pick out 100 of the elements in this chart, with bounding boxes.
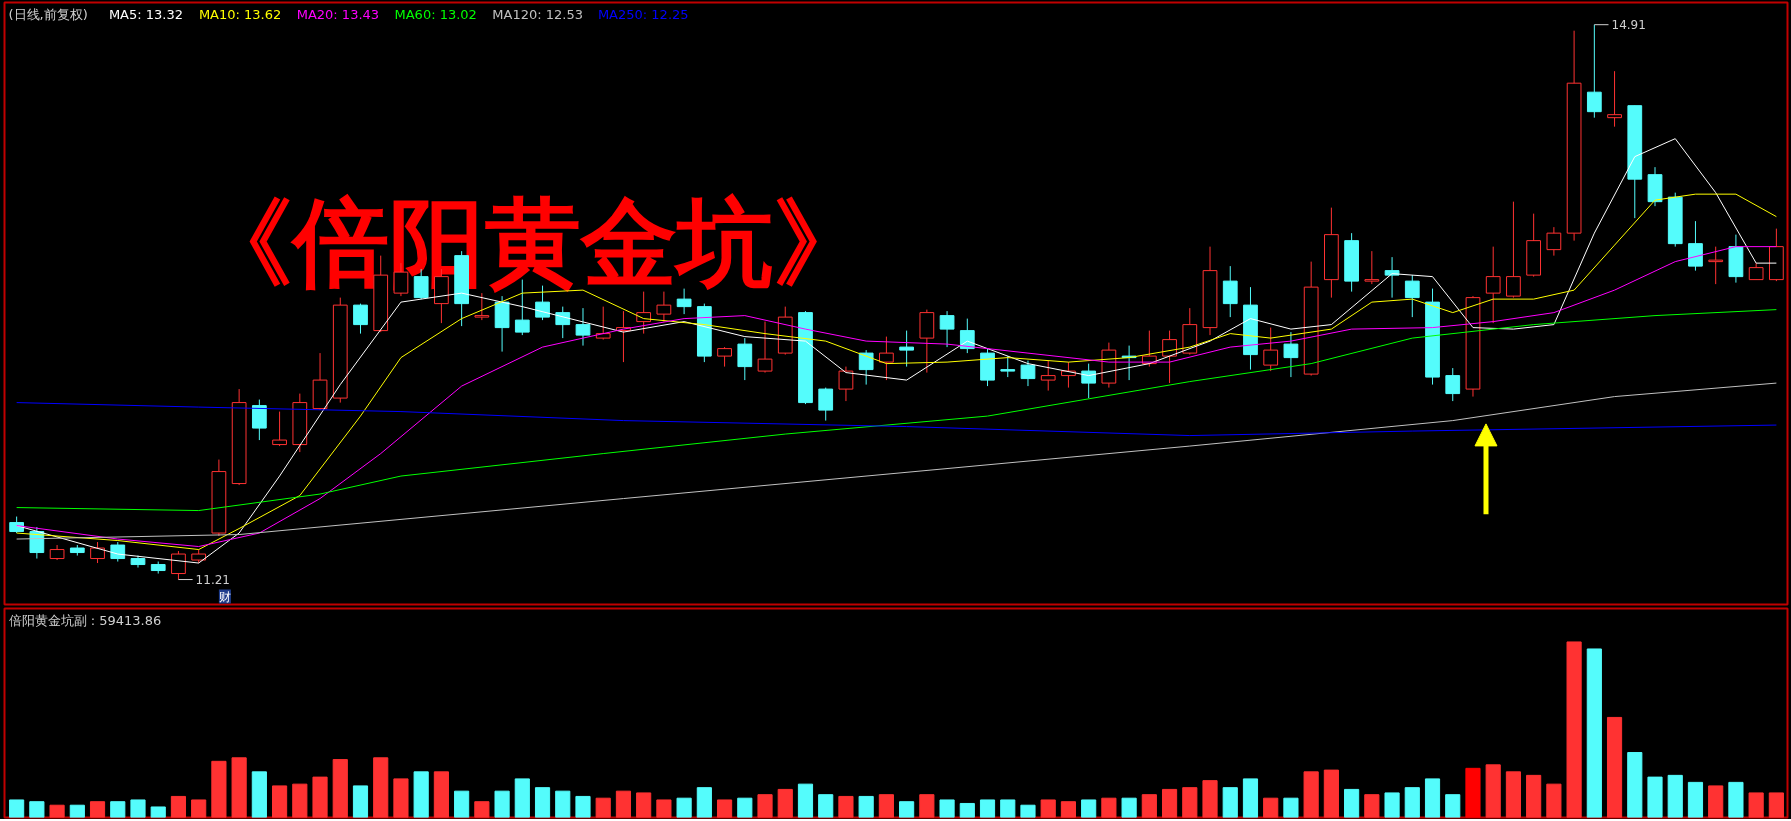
- candlestick: [1263, 327, 1279, 372]
- bar: [514, 778, 530, 818]
- bar: [1647, 776, 1663, 818]
- candlestick: [1364, 250, 1380, 285]
- bar: [1546, 783, 1562, 818]
- bar: [636, 792, 652, 818]
- bar: [1465, 767, 1481, 818]
- candlestick: [676, 288, 692, 315]
- bar: [757, 794, 773, 818]
- candlestick: [353, 303, 368, 335]
- candlestick: [939, 310, 955, 348]
- bar: [1283, 797, 1299, 818]
- annotation: 11.21: [195, 573, 230, 588]
- bar: [413, 771, 429, 818]
- bar: [393, 778, 409, 818]
- bar: [110, 801, 126, 818]
- bar: [1040, 799, 1056, 818]
- bar: [1081, 799, 1097, 818]
- text: MA5: 13.32: [108, 6, 184, 22]
- bar: [49, 804, 65, 818]
- bar: [29, 801, 45, 818]
- candlestick: [1404, 274, 1420, 318]
- bar: [777, 788, 793, 818]
- bar: [251, 771, 267, 818]
- text: MA120: 12.53: [492, 6, 583, 22]
- bar: [130, 799, 146, 818]
- candlestick: [757, 321, 773, 374]
- bar: [1566, 641, 1582, 818]
- bar: [1020, 804, 1036, 818]
- chart-title: 倍阳黄金坑副 : 59413.86: [8, 612, 162, 628]
- bar: [1505, 771, 1522, 818]
- bar: [1526, 774, 1542, 818]
- bar: [1687, 781, 1704, 818]
- bar: [797, 783, 814, 818]
- candlestick: [272, 411, 287, 447]
- candlestick: [1506, 201, 1521, 299]
- bar: [69, 804, 85, 818]
- bar: [717, 799, 733, 818]
- candlestick: [171, 550, 186, 581]
- bar: [1000, 799, 1016, 818]
- bar: [878, 794, 894, 818]
- bar: [858, 795, 874, 818]
- bar: [272, 785, 288, 818]
- text: MA20: 13.43: [296, 6, 380, 22]
- bar: [494, 790, 510, 818]
- bar: [939, 799, 955, 818]
- bar: [352, 785, 369, 818]
- bar: [454, 790, 470, 818]
- bar: [1202, 780, 1218, 818]
- bar: [150, 806, 166, 818]
- candlestick: [1081, 363, 1097, 399]
- candlestick: [1000, 355, 1016, 378]
- bar: [332, 759, 348, 818]
- bar: [575, 795, 591, 818]
- bar: [656, 799, 672, 818]
- text: 财: [218, 589, 231, 604]
- bar: [89, 801, 106, 818]
- bar: [959, 802, 975, 818]
- bar: [899, 801, 915, 818]
- bar: [1728, 781, 1744, 818]
- bar: [1768, 792, 1784, 818]
- bar: [191, 799, 207, 818]
- bar: [433, 771, 449, 818]
- bar: [1627, 752, 1643, 818]
- bar: [231, 757, 247, 818]
- candlestick: [1485, 246, 1501, 324]
- candlestick: [1222, 265, 1238, 318]
- bar: [1424, 778, 1441, 818]
- bar: [1586, 648, 1602, 818]
- bar: [1323, 769, 1339, 818]
- bar: [1263, 797, 1279, 818]
- bar: [595, 797, 611, 818]
- candlestick: [656, 291, 672, 323]
- candlestick: [818, 387, 834, 422]
- candlestick: [1445, 367, 1461, 402]
- candlestick: [858, 349, 874, 386]
- candlestick: [474, 292, 490, 321]
- bar: [1182, 787, 1198, 818]
- bar: [474, 801, 490, 818]
- bar: [1242, 778, 1259, 818]
- candlestick: [1586, 24, 1602, 119]
- candlestick: [251, 399, 267, 441]
- candlestick: [879, 336, 894, 381]
- candlestick: [1546, 226, 1562, 257]
- candlestick: [90, 541, 105, 564]
- candlestick: [555, 306, 571, 339]
- bar: [373, 757, 389, 818]
- bar: [1161, 788, 1178, 818]
- bar: [1121, 797, 1137, 818]
- candlestick: [1162, 330, 1177, 384]
- text: MA250: 12.25: [597, 6, 689, 22]
- candlestick: [899, 330, 914, 368]
- text: MA60: 13.02: [394, 6, 477, 22]
- bar: [737, 797, 753, 818]
- bar: [919, 794, 935, 818]
- bar: [1364, 794, 1380, 818]
- bar: [1344, 788, 1360, 818]
- candlestick: [1283, 331, 1299, 378]
- text: MA10: 13.62: [198, 6, 282, 22]
- candlestick: [1020, 360, 1036, 387]
